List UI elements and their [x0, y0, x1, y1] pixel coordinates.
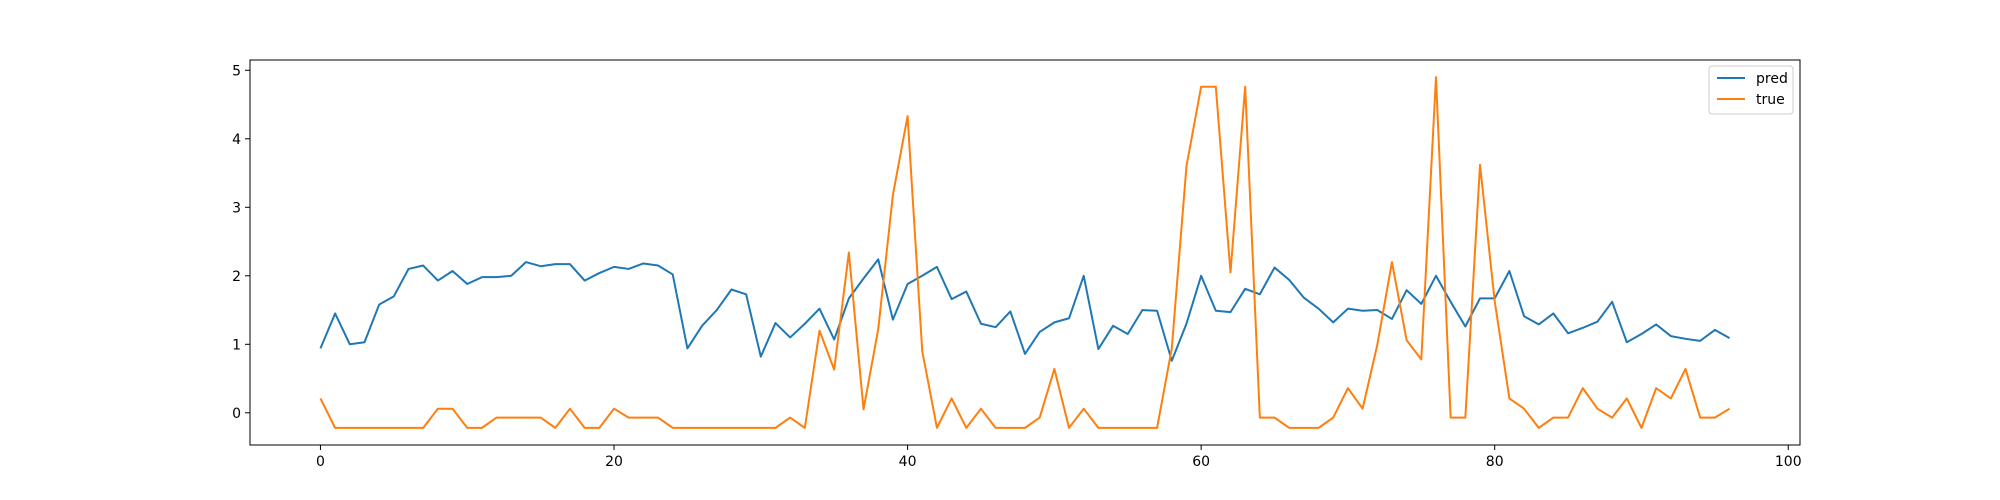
x-tick-label: 80 [1486, 454, 1504, 470]
x-tick-label: 60 [1192, 454, 1210, 470]
legend-label-true: true [1756, 92, 1785, 108]
y-tick-label: 2 [232, 269, 241, 285]
x-tick-label: 100 [1775, 454, 1802, 470]
y-tick-label: 3 [232, 200, 241, 216]
y-tick-label: 0 [232, 406, 241, 422]
x-axis: 0 20 40 60 80 100 [316, 445, 1802, 470]
y-tick-label: 5 [232, 63, 241, 79]
axes-frame [249, 59, 1801, 446]
series-layer [319, 76, 1731, 429]
legend: pred true [1708, 65, 1794, 115]
x-tick-label: 20 [605, 454, 623, 470]
plot-area [249, 59, 1801, 446]
y-tick-label: 4 [232, 132, 241, 148]
legend-label-pred: pred [1756, 71, 1788, 87]
series-line-true [319, 76, 1731, 429]
y-axis: 0 1 2 3 4 5 [232, 63, 250, 422]
x-tick-label: 0 [316, 454, 325, 470]
y-tick-label: 1 [232, 337, 241, 353]
x-tick-label: 40 [899, 454, 917, 470]
